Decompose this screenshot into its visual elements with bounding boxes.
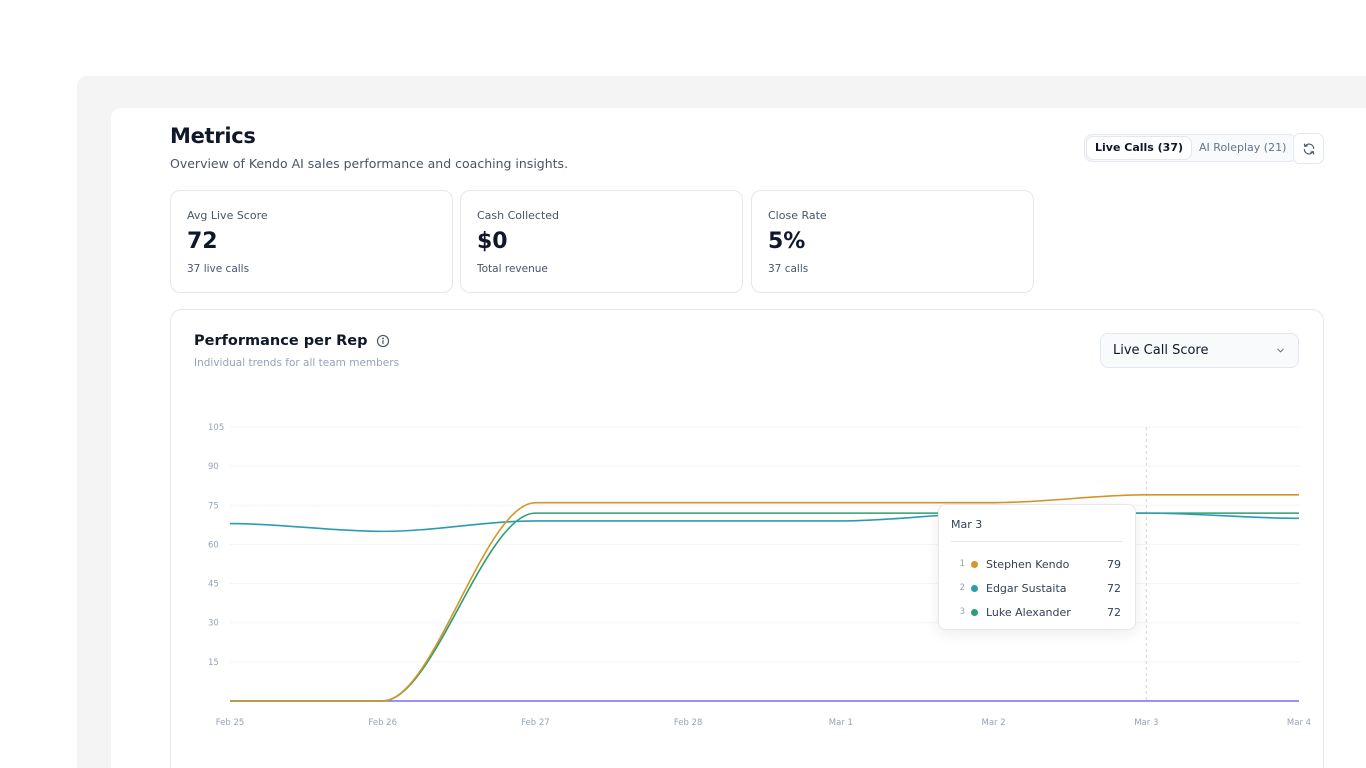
card-label: Close Rate bbox=[768, 209, 827, 222]
tooltip-rep-name: Stephen Kendo bbox=[986, 557, 1070, 571]
tooltip-row: 1 Stephen Kendo 79 bbox=[951, 556, 1121, 572]
page-subtitle: Overview of Kendo AI sales performance a… bbox=[170, 156, 569, 171]
chart-title-text: Performance per Rep bbox=[194, 333, 368, 349]
chart-tooltip: Mar 3 1 Stephen Kendo 79 2 Edgar Sustait… bbox=[938, 504, 1136, 630]
tooltip-rep-name: Luke Alexander bbox=[986, 605, 1071, 619]
chevron-down-icon bbox=[1277, 348, 1284, 353]
series-dot-icon bbox=[971, 608, 978, 616]
series-line bbox=[230, 494, 1299, 702]
metric-select-value: Live Call Score bbox=[1113, 343, 1209, 358]
page-title: Metrics bbox=[170, 124, 256, 148]
tooltip-rep-name: Edgar Sustaita bbox=[986, 581, 1067, 595]
x-tick-label: Feb 28 bbox=[674, 718, 703, 728]
x-axis-ticks: Feb 25 Feb 26 Feb 27 Feb 28 Mar 1 Mar 2 Mar 3 M… bbox=[216, 718, 1311, 728]
x-tick-label: Mar 1 bbox=[829, 718, 853, 728]
y-tick-label: 30 bbox=[208, 619, 219, 629]
tooltip-rank: 1 bbox=[959, 559, 965, 569]
y-tick-label: 105 bbox=[208, 423, 224, 433]
x-tick-label: Feb 25 bbox=[216, 718, 245, 728]
live-calls-tab[interactable]: Live Calls (37) bbox=[1087, 137, 1192, 159]
chart-subtitle: Individual trends for all team members bbox=[194, 357, 400, 369]
x-tick-label: Mar 2 bbox=[981, 718, 1005, 728]
x-tick-label: Feb 26 bbox=[368, 718, 397, 728]
metric-select[interactable]: Live Call Score bbox=[1100, 333, 1299, 368]
tooltip-divider bbox=[951, 541, 1123, 542]
card-value: 5% bbox=[768, 229, 806, 254]
x-tick-label: Mar 4 bbox=[1287, 718, 1311, 728]
tooltip-row: 3 Luke Alexander 72 bbox=[951, 604, 1121, 620]
y-tick-label: 15 bbox=[208, 658, 219, 668]
x-tick-label: Mar 3 bbox=[1134, 718, 1158, 728]
refresh-button[interactable] bbox=[1293, 133, 1324, 164]
card-label: Cash Collected bbox=[477, 209, 560, 222]
y-tick-label: 45 bbox=[208, 580, 219, 590]
series-dot-icon bbox=[971, 584, 978, 592]
tooltip-value: 79 bbox=[1107, 557, 1121, 571]
y-tick-label: 60 bbox=[208, 540, 219, 550]
series-lines bbox=[229, 494, 1300, 702]
card-value: 72 bbox=[187, 229, 218, 254]
tooltip-value: 72 bbox=[1107, 581, 1121, 595]
series-line bbox=[229, 512, 1300, 533]
avg-live-score-card: Avg Live Score 72 37 live calls bbox=[170, 190, 453, 293]
close-rate-card: Close Rate 5% 37 calls bbox=[751, 190, 1034, 293]
card-label: Avg Live Score bbox=[187, 209, 268, 222]
refresh-icon bbox=[1303, 142, 1314, 155]
info-icon[interactable] bbox=[376, 334, 390, 348]
y-tick-label: 75 bbox=[208, 501, 219, 511]
tooltip-rank: 2 bbox=[959, 583, 965, 593]
call-type-toggle: Live Calls (37) AI Roleplay (21) bbox=[1084, 134, 1298, 162]
y-tick-label: 90 bbox=[208, 462, 219, 472]
card-value: $0 bbox=[477, 229, 508, 254]
tooltip-rank: 3 bbox=[959, 607, 965, 617]
tooltip-row: 2 Edgar Sustaita 72 bbox=[951, 580, 1121, 596]
x-tick-label: Feb 27 bbox=[521, 718, 550, 728]
tooltip-value: 72 bbox=[1107, 605, 1121, 619]
grid-lines bbox=[230, 426, 1299, 663]
tooltip-date: Mar 3 bbox=[951, 518, 983, 531]
card-subtext: 37 calls bbox=[768, 263, 809, 275]
y-axis-ticks: 15 30 45 60 75 90 105 bbox=[208, 423, 224, 668]
series-dot-icon bbox=[971, 560, 978, 568]
cash-collected-card: Cash Collected $0 Total revenue bbox=[460, 190, 743, 293]
ai-roleplay-tab[interactable]: AI Roleplay (21) bbox=[1199, 141, 1287, 154]
card-subtext: Total revenue bbox=[477, 263, 548, 275]
card-subtext: 37 live calls bbox=[187, 263, 250, 275]
chart-title: Performance per Rep bbox=[194, 333, 390, 349]
series-line bbox=[230, 512, 1299, 702]
